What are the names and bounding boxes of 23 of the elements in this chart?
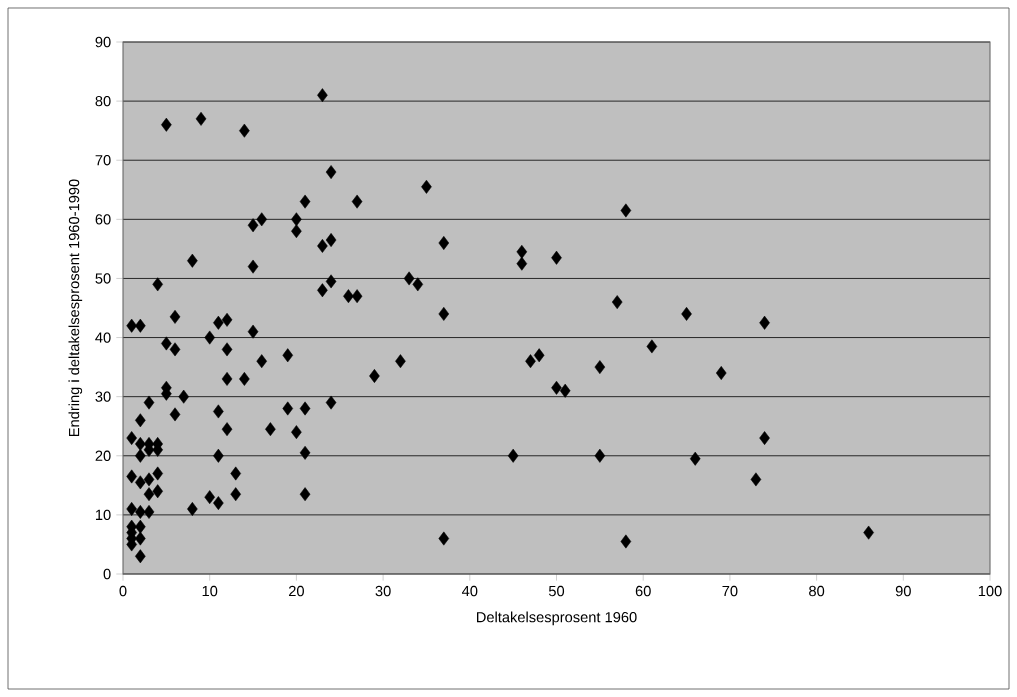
x-tick-label: 80 (809, 585, 825, 597)
x-tick-label: 30 (375, 585, 391, 597)
y-tick-label: 10 (95, 509, 111, 521)
y-tick-label: 20 (95, 450, 111, 461)
x-tick-label: 50 (548, 585, 565, 597)
y-tick-label: 50 (95, 273, 111, 284)
x-tick-label: 90 (895, 585, 911, 597)
x-tick-label: 60 (635, 585, 651, 597)
y-tick-label: 90 (95, 36, 111, 48)
x-tick-label: 20 (288, 585, 304, 597)
y-tick-label: 0 (103, 568, 111, 580)
y-tick-label: 60 (95, 214, 111, 225)
y-tick-label: 40 (95, 332, 111, 343)
x-tick-label: 10 (202, 585, 218, 597)
x-axis-title: Deltakelsesprosent 1960 (477, 611, 637, 626)
x-tick-label: 0 (119, 585, 127, 597)
y-tick-label: 70 (95, 155, 111, 166)
y-tick-label: 30 (95, 391, 111, 402)
y-tick-label: 80 (95, 95, 111, 107)
x-tick-label: 70 (722, 585, 738, 597)
x-tick-label: 40 (461, 585, 478, 597)
y-axis-title: Endring i deltakelsesprosent 1960-1990 (68, 179, 83, 437)
x-tick-label: 100 (978, 585, 1002, 597)
